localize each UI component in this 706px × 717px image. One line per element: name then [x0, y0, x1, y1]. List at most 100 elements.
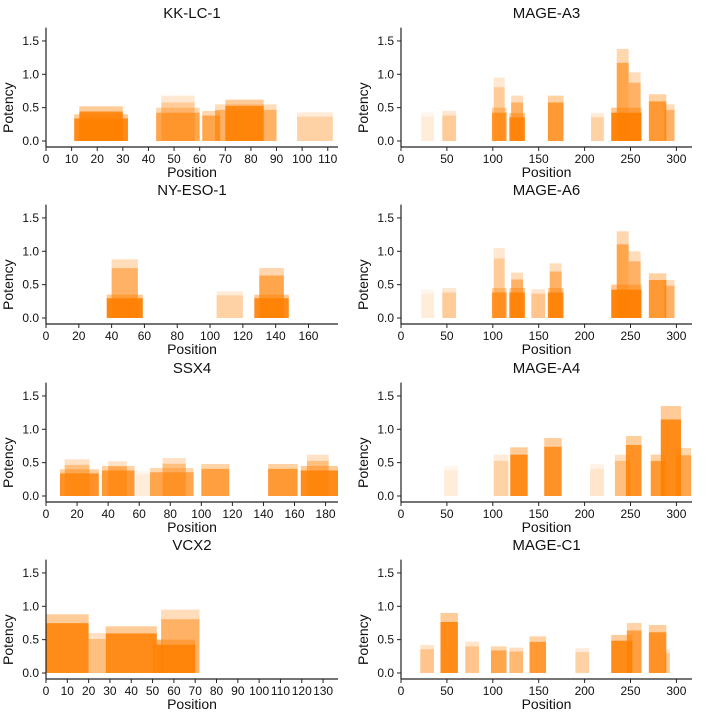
epitope-bar	[216, 295, 243, 318]
epitope-bar	[616, 62, 629, 142]
epitope-bar	[547, 102, 564, 141]
x-tick-label: 40	[105, 329, 119, 343]
subplot-mage-a3: MAGE-A3 0.0 0.5 1.0 1.5 0 50 100 150 200 250 300 Pos…	[355, 5, 692, 180]
epitope-bar	[201, 468, 230, 496]
epitope-bar	[628, 261, 641, 318]
epitope-bar-top	[136, 470, 151, 475]
subplot-kk-lc-1: KK-LC-1 0.0 0.5 1.0 1.5 0 10 20 30 40 50 60 70 80 90 10…	[0, 5, 338, 180]
x-tick-label: 50	[167, 152, 181, 166]
x-tick-label: 0	[43, 507, 50, 521]
subplot-title: MAGE-A4	[513, 360, 581, 377]
epitope-bar	[162, 463, 186, 496]
epitope-bar	[493, 87, 505, 141]
epitope-bar	[156, 644, 196, 673]
x-tick-label: 10	[65, 152, 79, 166]
x-tick-label: 110	[271, 684, 290, 698]
x-tick-label: 80	[171, 329, 185, 343]
epitope-bar-top	[628, 251, 641, 262]
y-tick-label: 0.5	[377, 456, 394, 470]
x-tick-label: 100	[483, 329, 503, 343]
epitope-bar	[660, 419, 681, 496]
epitope-bar	[511, 279, 524, 318]
x-tick-label: 100	[483, 152, 503, 166]
y-tick-label: 1.5	[377, 389, 394, 403]
epitope-bar-top	[648, 624, 667, 633]
epitope-bar-top	[614, 454, 631, 461]
epitope-bar	[46, 623, 89, 673]
epitope-bar	[259, 275, 284, 318]
epitope-bar-top	[616, 231, 629, 245]
x-tick-label: 300	[666, 684, 686, 698]
epitope-bar-top	[444, 465, 458, 471]
epitope-bar-top	[105, 626, 157, 634]
x-tick-label: 30	[103, 684, 117, 698]
epitope-bar	[510, 454, 528, 496]
epitope-bar	[531, 293, 546, 318]
epitope-bar-top	[421, 112, 435, 117]
x-tick-label: 300	[666, 152, 686, 166]
y-axis-label: Potency	[355, 259, 371, 310]
y-tick-label: 1.0	[22, 422, 39, 436]
x-tick-label: 60	[167, 684, 181, 698]
x-tick-label: 130	[313, 684, 333, 698]
x-tick-label: 250	[620, 329, 640, 343]
x-tick-label: 80	[210, 684, 224, 698]
x-tick-label: 50	[440, 329, 454, 343]
epitope-bar	[442, 292, 457, 318]
epitope-bar-top	[511, 272, 524, 280]
y-tick-label: 1.0	[377, 599, 394, 613]
y-tick-label: 1.0	[22, 599, 39, 613]
y-tick-label: 1.0	[377, 422, 394, 436]
epitope-bar-top	[611, 634, 633, 641]
y-tick-label: 0.0	[22, 134, 39, 148]
x-tick-label: 20	[72, 329, 86, 343]
subplot-title: SSX4	[173, 360, 211, 377]
subplot-mage-a4: MAGE-A4 0.0 0.5 1.0 1.5 0 50 100 150 200 250 300 Pos…	[355, 360, 692, 535]
epitope-bar-top	[648, 94, 667, 102]
epitope-bar	[306, 460, 329, 496]
epitope-bar	[268, 468, 298, 496]
x-axis-label: Position	[167, 164, 217, 180]
epitope-bar	[491, 112, 507, 141]
subplot-ny-eso-1: NY-ESO-1 0.0 0.5 1.0 1.5 0 20 40 60 80 100 120 140 16…	[0, 182, 338, 357]
epitope-bar-top	[79, 106, 123, 112]
epitope-bar	[421, 293, 435, 318]
x-tick-label: 40	[125, 684, 139, 698]
epitope-bar-top	[511, 95, 524, 103]
y-tick-label: 1.5	[22, 211, 39, 225]
y-tick-label: 0.5	[22, 101, 39, 115]
x-tick-label: 140	[266, 329, 286, 343]
x-tick-label: 160	[298, 329, 318, 343]
x-tick-label: 0	[43, 684, 50, 698]
x-tick-label: 200	[575, 152, 595, 166]
y-axis-label: Potency	[0, 259, 16, 310]
y-tick-label: 1.0	[22, 67, 39, 81]
x-tick-label: 140	[253, 507, 273, 521]
epitope-bar	[493, 258, 505, 318]
epitope-bar-top	[509, 647, 524, 652]
epitope-bar-top	[201, 463, 230, 469]
epitope-bar-top	[161, 609, 200, 620]
epitope-bar-top	[88, 632, 106, 639]
x-tick-label: 150	[529, 152, 549, 166]
subplot-title: MAGE-C1	[512, 537, 580, 554]
epitope-bar	[575, 652, 590, 673]
epitope-bar-top	[442, 287, 457, 293]
y-axis-label: Potency	[355, 437, 371, 488]
y-tick-label: 0.5	[22, 633, 39, 647]
epitope-bar-top	[420, 644, 435, 650]
x-tick-label: 300	[666, 329, 686, 343]
epitope-bar	[442, 115, 457, 141]
x-tick-label: 60	[138, 329, 152, 343]
y-tick-label: 0.0	[22, 311, 39, 325]
epitope-bar	[493, 460, 509, 496]
y-axis-label: Potency	[0, 82, 16, 133]
epitope-bar	[664, 109, 675, 141]
epitope-bar	[628, 82, 641, 141]
x-tick-label: 250	[620, 507, 640, 521]
epitope-bar	[664, 285, 675, 318]
x-tick-label: 100	[483, 684, 503, 698]
x-tick-label: 50	[146, 684, 160, 698]
x-axis-label: Position	[167, 341, 217, 357]
y-tick-label: 1.5	[377, 211, 394, 225]
